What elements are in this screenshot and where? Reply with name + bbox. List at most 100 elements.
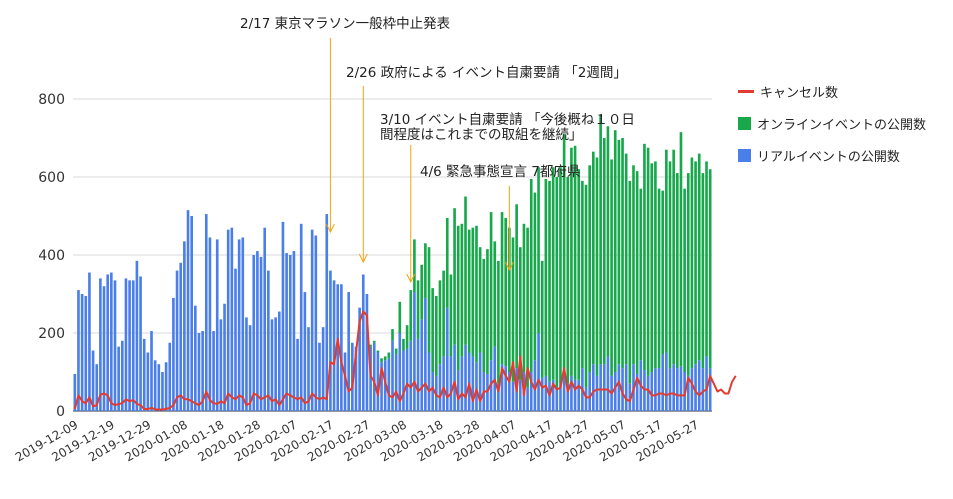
bar-online <box>449 274 453 357</box>
annotation-arrow-head <box>325 223 335 234</box>
bar-real <box>241 237 245 411</box>
bar-online <box>376 350 380 353</box>
annotation-label: 2/17 東京マラソン一般枠中止発表 <box>240 16 451 32</box>
bar-online <box>438 280 442 365</box>
bar-real <box>661 354 665 411</box>
bar-online <box>599 114 602 365</box>
bar-online <box>573 145 577 380</box>
bar-online <box>533 192 537 361</box>
bar-online <box>471 227 475 357</box>
bar-real <box>624 364 628 411</box>
bar-online <box>602 138 606 365</box>
legend-label-cancel: キャンセル数 <box>760 86 839 101</box>
bar-real <box>245 317 248 411</box>
bar-online <box>665 149 668 353</box>
bar-online <box>526 227 529 388</box>
bar-real <box>351 342 354 411</box>
bar-real <box>705 356 708 411</box>
bar-real <box>179 262 183 411</box>
bar-real <box>584 387 588 411</box>
bar-online <box>559 167 562 384</box>
bar-real <box>467 352 471 411</box>
bar-real <box>212 331 215 411</box>
bar-real <box>562 368 566 411</box>
bar-real <box>310 229 314 411</box>
bar-real <box>226 229 230 411</box>
bar-real <box>332 280 336 411</box>
bar-real <box>230 227 234 411</box>
bar-real <box>475 362 478 411</box>
bar-real <box>442 356 445 411</box>
bar-real <box>424 297 427 411</box>
bar-online <box>657 188 661 369</box>
bar-online <box>420 264 424 320</box>
bar-real <box>84 295 88 411</box>
bar-real <box>405 348 409 411</box>
bar-online <box>570 147 573 376</box>
bar-real <box>288 255 292 411</box>
bar-real <box>409 340 413 411</box>
bar-online <box>632 165 635 365</box>
line-cancel <box>73 310 737 411</box>
bar-real <box>526 387 529 411</box>
bar-real <box>540 377 544 411</box>
bar-real <box>445 307 449 411</box>
annotation-label: 2/26 政府による イベント自粛要請 「2週間」 <box>346 65 627 81</box>
bar-real <box>157 364 161 411</box>
bar-online <box>672 149 675 365</box>
bar-real <box>146 352 150 411</box>
bar-real <box>223 303 226 411</box>
bar-real <box>646 375 650 411</box>
bar-real <box>544 375 548 411</box>
bar-real <box>142 338 146 411</box>
bar-real <box>285 253 288 411</box>
bar-online <box>497 260 500 384</box>
bar-real <box>318 342 321 411</box>
bar-online <box>646 147 650 376</box>
bar-real <box>416 338 420 411</box>
bar-online <box>424 243 427 298</box>
bar-real <box>314 235 318 411</box>
y-tick-label: 0 <box>56 404 65 420</box>
annotation-arrow-head <box>406 273 416 284</box>
bar-real <box>296 338 299 411</box>
bar-online <box>518 247 522 380</box>
bar-online <box>690 157 694 369</box>
bar-real <box>402 350 405 411</box>
bar-online <box>581 180 584 369</box>
bar-online <box>431 288 434 372</box>
bar-real <box>697 360 701 411</box>
bar-real <box>150 331 153 411</box>
bar-real <box>186 210 190 411</box>
bar-online <box>402 338 405 351</box>
legend-swatch-cancel <box>738 90 754 93</box>
bar-real <box>595 375 599 411</box>
bar-real <box>102 286 106 411</box>
bar-online <box>511 237 515 382</box>
bar-real <box>529 372 533 411</box>
bar-online <box>391 329 394 341</box>
bar-real <box>208 237 212 411</box>
bar-real <box>303 292 307 411</box>
bar-real <box>701 368 705 411</box>
bar-online <box>701 173 705 369</box>
annotation-layer: 2/17 東京マラソン一般枠中止発表 2/26 政府による イベント自粛要請 「2… <box>240 16 635 284</box>
bar-real <box>555 387 559 411</box>
bar-real <box>194 305 197 411</box>
bar-real <box>321 327 325 411</box>
bar-online <box>595 157 599 376</box>
bar-real <box>606 356 610 411</box>
bar-real <box>274 317 277 411</box>
bar-real <box>197 333 201 411</box>
bar-real <box>511 381 515 411</box>
bar-real <box>361 274 365 411</box>
annotation-arrow-head <box>358 253 368 264</box>
bar-online <box>394 348 398 355</box>
bar-online <box>482 258 486 372</box>
bar-real <box>599 364 602 411</box>
legend-item-online: オンラインイベントの公開数 <box>738 114 926 133</box>
bar-real <box>106 274 109 411</box>
bar-online <box>489 212 493 361</box>
bar-real <box>537 333 540 411</box>
